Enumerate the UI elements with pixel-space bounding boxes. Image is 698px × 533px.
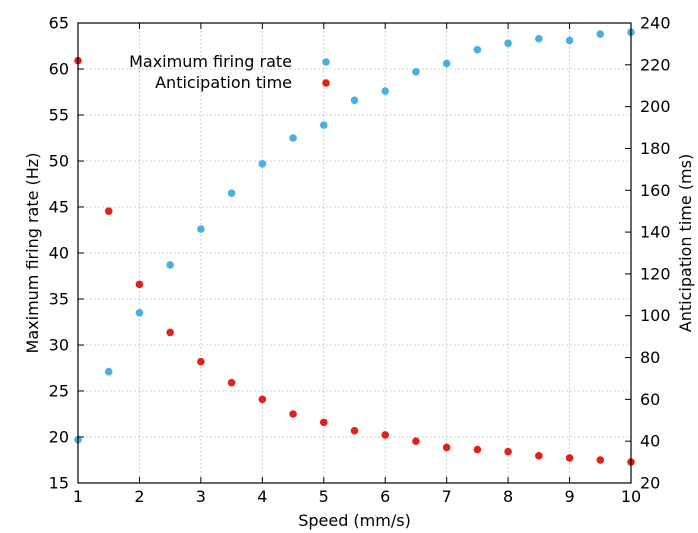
y-tick-label: 60 xyxy=(49,60,69,79)
legend-label-anticipation-time: Anticipation time xyxy=(155,73,292,92)
data-point xyxy=(289,134,297,142)
y-tick-label: 45 xyxy=(49,198,69,217)
x-axis-label: Speed (mm/s) xyxy=(298,511,411,530)
data-point xyxy=(381,431,390,439)
y-tick-label: 25 xyxy=(49,382,69,401)
tick-labels: 1 2 3 4 5 6 7 8 9 1015202530354045505560652040608… xyxy=(49,14,671,507)
data-series xyxy=(74,28,635,466)
y-tick-label: 20 xyxy=(49,428,69,447)
data-point xyxy=(535,34,543,43)
data-point xyxy=(504,39,512,48)
y2-tick-label: 120 xyxy=(640,264,671,283)
data-point xyxy=(412,67,420,76)
y2-tick-label: 20 xyxy=(640,474,660,493)
data-point xyxy=(535,452,543,460)
data-point xyxy=(227,378,236,387)
data-point xyxy=(442,59,451,68)
y-tick-label: 65 xyxy=(49,14,69,33)
data-point xyxy=(104,207,113,215)
series-1 xyxy=(74,56,635,466)
series-0 xyxy=(74,28,635,444)
data-point xyxy=(166,261,174,269)
data-point xyxy=(197,225,205,233)
x-tick-label: 6 xyxy=(380,487,390,506)
data-point xyxy=(596,456,605,464)
data-point xyxy=(412,437,420,445)
data-point xyxy=(104,367,113,376)
data-point xyxy=(166,328,174,337)
y2-tick-label: 240 xyxy=(640,14,671,33)
data-point xyxy=(319,418,328,427)
data-point xyxy=(596,30,605,38)
y-tick-label: 30 xyxy=(49,336,69,355)
y-tick-label: 40 xyxy=(49,244,69,263)
grid xyxy=(78,23,631,483)
x-tick-label: 9 xyxy=(564,487,574,506)
y2-tick-label: 200 xyxy=(640,97,671,116)
y-axis-label-left: Maximum firing rate (Hz) xyxy=(23,153,42,354)
x-tick-label: 5 xyxy=(319,487,329,506)
data-point xyxy=(258,159,267,168)
x-tick-label: 2 xyxy=(134,487,144,506)
y2-tick-label: 40 xyxy=(640,432,660,451)
data-point xyxy=(473,445,482,454)
y2-tick-label: 180 xyxy=(640,139,671,158)
x-tick-label: 3 xyxy=(196,487,206,506)
data-point xyxy=(135,280,144,289)
y-tick-label: 55 xyxy=(49,106,69,125)
x-tick-label: 8 xyxy=(503,487,513,506)
legend-marker-anticipation-time xyxy=(322,79,330,87)
ticks xyxy=(77,22,632,484)
y2-tick-label: 220 xyxy=(640,55,671,74)
legend: Maximum firing rate Anticipation time xyxy=(129,52,330,92)
data-point xyxy=(227,189,236,197)
data-point xyxy=(197,357,205,366)
y-axis-label-right: Anticipation time (ms) xyxy=(676,154,695,332)
x-tick-label: 4 xyxy=(257,487,267,506)
data-point xyxy=(565,454,574,462)
data-point xyxy=(350,426,359,435)
y-tick-label: 35 xyxy=(49,290,69,309)
data-point xyxy=(442,443,451,452)
data-point xyxy=(258,395,267,404)
data-point xyxy=(381,87,390,95)
data-point xyxy=(319,121,328,129)
data-point xyxy=(565,36,574,45)
y2-tick-label: 60 xyxy=(640,390,660,409)
y2-tick-label: 160 xyxy=(640,181,671,200)
data-point xyxy=(135,309,144,317)
y-tick-label: 50 xyxy=(49,152,69,171)
y2-tick-label: 100 xyxy=(640,306,671,325)
data-point xyxy=(504,447,512,456)
x-tick-label: 1 xyxy=(73,487,83,506)
legend-marker-max-firing-rate xyxy=(322,58,330,66)
y-tick-label: 15 xyxy=(49,474,69,493)
legend-label-max-firing-rate: Maximum firing rate xyxy=(129,52,292,71)
x-tick-label: 7 xyxy=(442,487,452,506)
x-tick-label: 10 xyxy=(621,487,641,506)
y2-tick-label: 140 xyxy=(640,223,671,242)
y2-tick-label: 80 xyxy=(640,348,660,367)
data-point xyxy=(289,410,297,418)
data-point xyxy=(350,96,359,105)
data-point xyxy=(473,45,482,54)
